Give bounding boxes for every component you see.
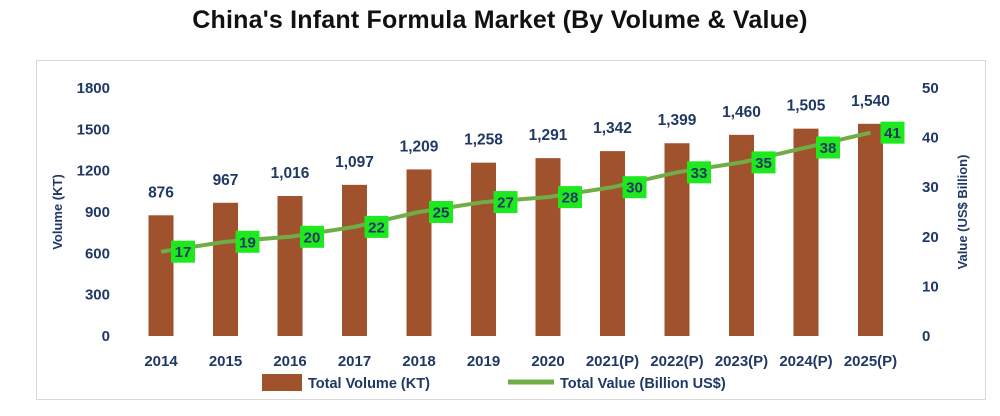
value-line-labels: 17 19 20 22 25 27 28 30 33 35 38 41 — [171, 121, 905, 263]
y-tick-left: 1800 — [77, 80, 110, 97]
left-axis-ticks: 0 300 600 900 1200 1500 1800 — [77, 80, 110, 345]
value-label-box — [300, 225, 324, 248]
x-tick-label: 2025(P) — [844, 353, 897, 370]
value-label-box — [235, 230, 260, 253]
value-label: 30 — [626, 180, 643, 197]
volume-bar-label: 1,399 — [658, 112, 697, 129]
value-label: 22 — [368, 219, 385, 236]
value-label-box — [429, 201, 453, 223]
volume-bar — [213, 202, 238, 336]
value-label: 17 — [175, 244, 192, 261]
value-label-box — [751, 151, 776, 174]
volume-bar — [858, 123, 883, 336]
x-axis-categories: 2014 2015 2016 2017 2018 2019 2020 2021(P) 2022(… — [144, 353, 897, 370]
x-tick-label: 2023(P) — [715, 353, 768, 370]
volume-bar-label: 1,258 — [464, 132, 503, 149]
legend-swatch-volume — [262, 374, 302, 391]
volume-bar-label: 1,016 — [271, 165, 310, 182]
y-axis-label-left: Volume (KT) — [50, 174, 65, 250]
right-axis-ticks: 0 10 20 30 40 50 — [922, 80, 939, 345]
value-label-box — [558, 186, 582, 209]
y-tick-left: 1200 — [77, 163, 110, 180]
y-tick-left: 1500 — [77, 121, 110, 138]
legend-label-value: Total Value (Billion US$) — [560, 376, 726, 392]
chart-title: China's Infant Formula Market (By Volume… — [192, 6, 808, 34]
y-tick-left: 600 — [85, 245, 110, 262]
volume-bar — [406, 169, 432, 336]
x-tick-label: 2021(P) — [586, 353, 639, 370]
volume-bar-label: 1,291 — [529, 127, 568, 144]
volume-bar — [600, 151, 625, 336]
volume-bar — [535, 158, 561, 336]
x-tick-label: 2015 — [209, 353, 242, 370]
legend-label-volume: Total Volume (KT) — [308, 376, 430, 392]
volume-bar-labels: 876 967 1,016 1,097 1,209 1,258 1,291 1,342 1,39… — [148, 93, 890, 201]
volume-bars — [148, 123, 883, 336]
x-tick-label: 2017 — [338, 353, 371, 370]
value-label: 20 — [304, 229, 321, 246]
legend: Total Volume (KT) Total Value (Billion U… — [262, 374, 726, 392]
volume-bar-label: 1,097 — [335, 154, 374, 171]
x-tick-label: 2019 — [467, 353, 500, 370]
volume-bar-label: 876 — [148, 184, 174, 201]
volume-bar — [342, 184, 367, 336]
value-label-box — [622, 176, 647, 199]
volume-bar-label: 1,460 — [722, 104, 761, 121]
volume-bar-label: 1,540 — [851, 93, 890, 110]
y-tick-left: 300 — [85, 287, 110, 304]
x-tick-label: 2014 — [144, 353, 178, 370]
x-tick-label: 2022(P) — [650, 353, 703, 370]
volume-bar-label: 967 — [213, 172, 239, 189]
volume-bar — [277, 196, 303, 336]
y-tick-right: 20 — [922, 229, 939, 246]
value-label: 28 — [562, 190, 579, 207]
y-tick-right: 30 — [922, 179, 939, 196]
value-label-box — [493, 191, 518, 214]
x-tick-label: 2016 — [273, 353, 306, 370]
value-label: 38 — [820, 140, 837, 157]
value-label-box — [816, 136, 840, 159]
x-tick-label: 2018 — [402, 353, 435, 370]
y-tick-right: 50 — [922, 80, 939, 97]
y-axis-label-right: Value (US$ Billion) — [955, 155, 970, 270]
x-tick-label: 2024(P) — [779, 353, 832, 370]
y-tick-right: 0 — [922, 328, 930, 345]
value-label-box — [364, 215, 389, 238]
value-label-box — [687, 161, 711, 184]
value-label: 27 — [497, 195, 514, 212]
volume-bar — [148, 215, 174, 336]
value-label: 25 — [433, 205, 450, 222]
value-label: 19 — [239, 234, 256, 251]
value-label: 41 — [884, 125, 901, 142]
volume-bar-label: 1,342 — [593, 120, 632, 137]
volume-bar — [471, 162, 496, 336]
value-label: 35 — [755, 155, 772, 172]
y-tick-left: 0 — [102, 328, 110, 345]
y-tick-right: 10 — [922, 278, 939, 295]
chart-frame — [36, 60, 986, 400]
value-label: 33 — [691, 165, 708, 182]
volume-bar-label: 1,505 — [787, 98, 826, 115]
volume-bar — [729, 134, 754, 336]
volume-bar-label: 1,209 — [400, 138, 439, 155]
value-label-box — [171, 240, 195, 263]
y-tick-right: 40 — [922, 130, 939, 147]
x-tick-label: 2020 — [531, 353, 564, 370]
y-tick-left: 900 — [85, 204, 110, 221]
volume-bar — [793, 128, 819, 336]
value-label-box — [880, 121, 905, 144]
